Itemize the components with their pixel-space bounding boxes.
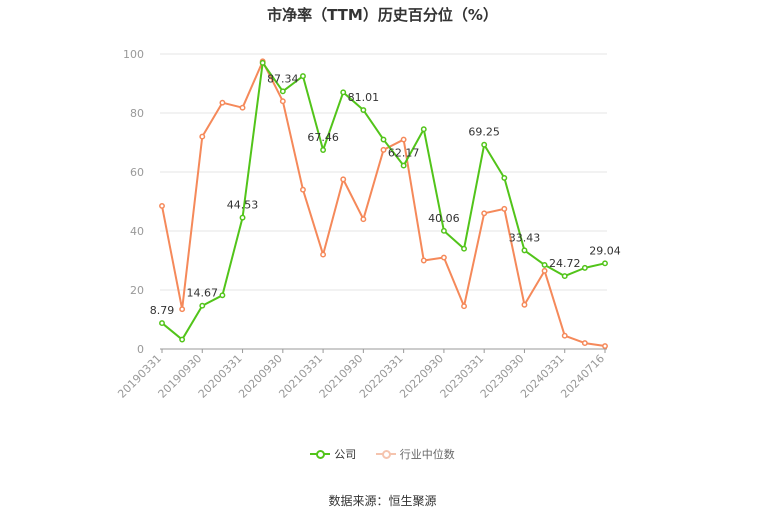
data-point-industry	[400, 136, 407, 143]
data-point-industry	[380, 146, 387, 153]
data-point-industry	[481, 210, 488, 217]
data-source-note: 数据来源：恒生聚源	[328, 494, 437, 508]
y-tick-label: 40	[130, 225, 144, 238]
data-label: 33.43	[509, 231, 541, 244]
data-point-industry	[279, 98, 286, 105]
data-point-industry	[461, 303, 467, 310]
legend-swatch-industry	[375, 449, 396, 459]
data-point-company	[461, 245, 467, 252]
data-point-company	[440, 227, 447, 234]
line-chart: 0204060801002019033120190930202003312020…	[115, 48, 621, 401]
x-tick-label: 20240716	[558, 352, 607, 401]
data-point-company	[320, 147, 327, 153]
data-point-company	[239, 214, 246, 221]
data-point-industry	[360, 216, 367, 223]
y-tick-label: 0	[137, 343, 144, 356]
legend-item-industry[interactable]: 行业中位数	[375, 446, 455, 462]
data-point-company	[219, 292, 226, 299]
legend-swatch-company	[310, 449, 331, 459]
data-point-industry	[340, 176, 347, 183]
data-point-company	[481, 141, 488, 148]
data-point-industry	[501, 205, 508, 212]
data-label: 67.46	[307, 131, 339, 144]
data-point-industry	[602, 343, 608, 349]
data-point-company	[400, 162, 407, 169]
legend: 公司 行业中位数	[0, 446, 765, 462]
data-point-industry	[239, 104, 246, 111]
data-point-company	[420, 126, 427, 133]
y-tick-label: 60	[130, 166, 144, 179]
y-tick-label: 100	[123, 48, 144, 61]
data-point-company	[279, 88, 286, 95]
y-tick-label: 80	[130, 107, 144, 120]
data-point-company	[199, 302, 206, 309]
data-label: 87.34	[267, 72, 299, 85]
data-label: 24.72	[549, 257, 581, 270]
data-point-company	[602, 260, 608, 267]
data-label: 69.25	[468, 126, 500, 139]
chart-title: 市净率（TTM）历史百分位（%）	[267, 6, 498, 24]
data-point-company	[561, 273, 568, 280]
data-point-company	[521, 247, 528, 254]
data-point-industry	[219, 99, 226, 106]
legend-label-industry: 行业中位数	[399, 448, 455, 461]
data-point-industry	[199, 133, 206, 140]
data-point-industry	[561, 332, 568, 339]
data-point-company	[380, 136, 387, 143]
series-lines	[159, 58, 608, 349]
data-point-company	[300, 73, 306, 80]
data-point-industry	[581, 340, 588, 347]
data-point-company	[541, 261, 548, 268]
data-point-industry	[320, 251, 327, 258]
legend-item-company[interactable]: 公司	[310, 446, 356, 462]
data-point-company	[581, 264, 588, 271]
data-point-company	[340, 89, 347, 96]
grid-lines	[160, 53, 607, 291]
legend-label-company: 公司	[334, 448, 357, 461]
data-labels: 8.79 14.67 44.53 87.34 67.46 81.01 62.17 40.06 6…	[150, 72, 621, 317]
data-point-company	[159, 320, 165, 327]
data-label: 44.53	[227, 199, 259, 212]
data-label: 8.79	[150, 304, 175, 317]
data-point-industry	[420, 257, 427, 264]
data-point-industry	[159, 202, 165, 209]
data-point-industry	[179, 306, 186, 313]
data-point-industry	[300, 186, 306, 193]
data-label: 81.01	[348, 91, 380, 104]
y-tick-label: 20	[130, 284, 144, 297]
data-point-industry	[521, 301, 528, 308]
data-point-company	[259, 59, 266, 66]
data-point-company	[360, 107, 367, 113]
data-point-industry	[541, 267, 548, 274]
data-point-industry	[440, 254, 447, 261]
data-label: 29.04	[589, 244, 621, 257]
data-point-company	[501, 174, 508, 181]
data-label: 62.17	[388, 147, 420, 160]
data-label: 14.67	[187, 287, 219, 300]
data-point-company	[179, 336, 186, 343]
data-label: 40.06	[428, 212, 460, 225]
